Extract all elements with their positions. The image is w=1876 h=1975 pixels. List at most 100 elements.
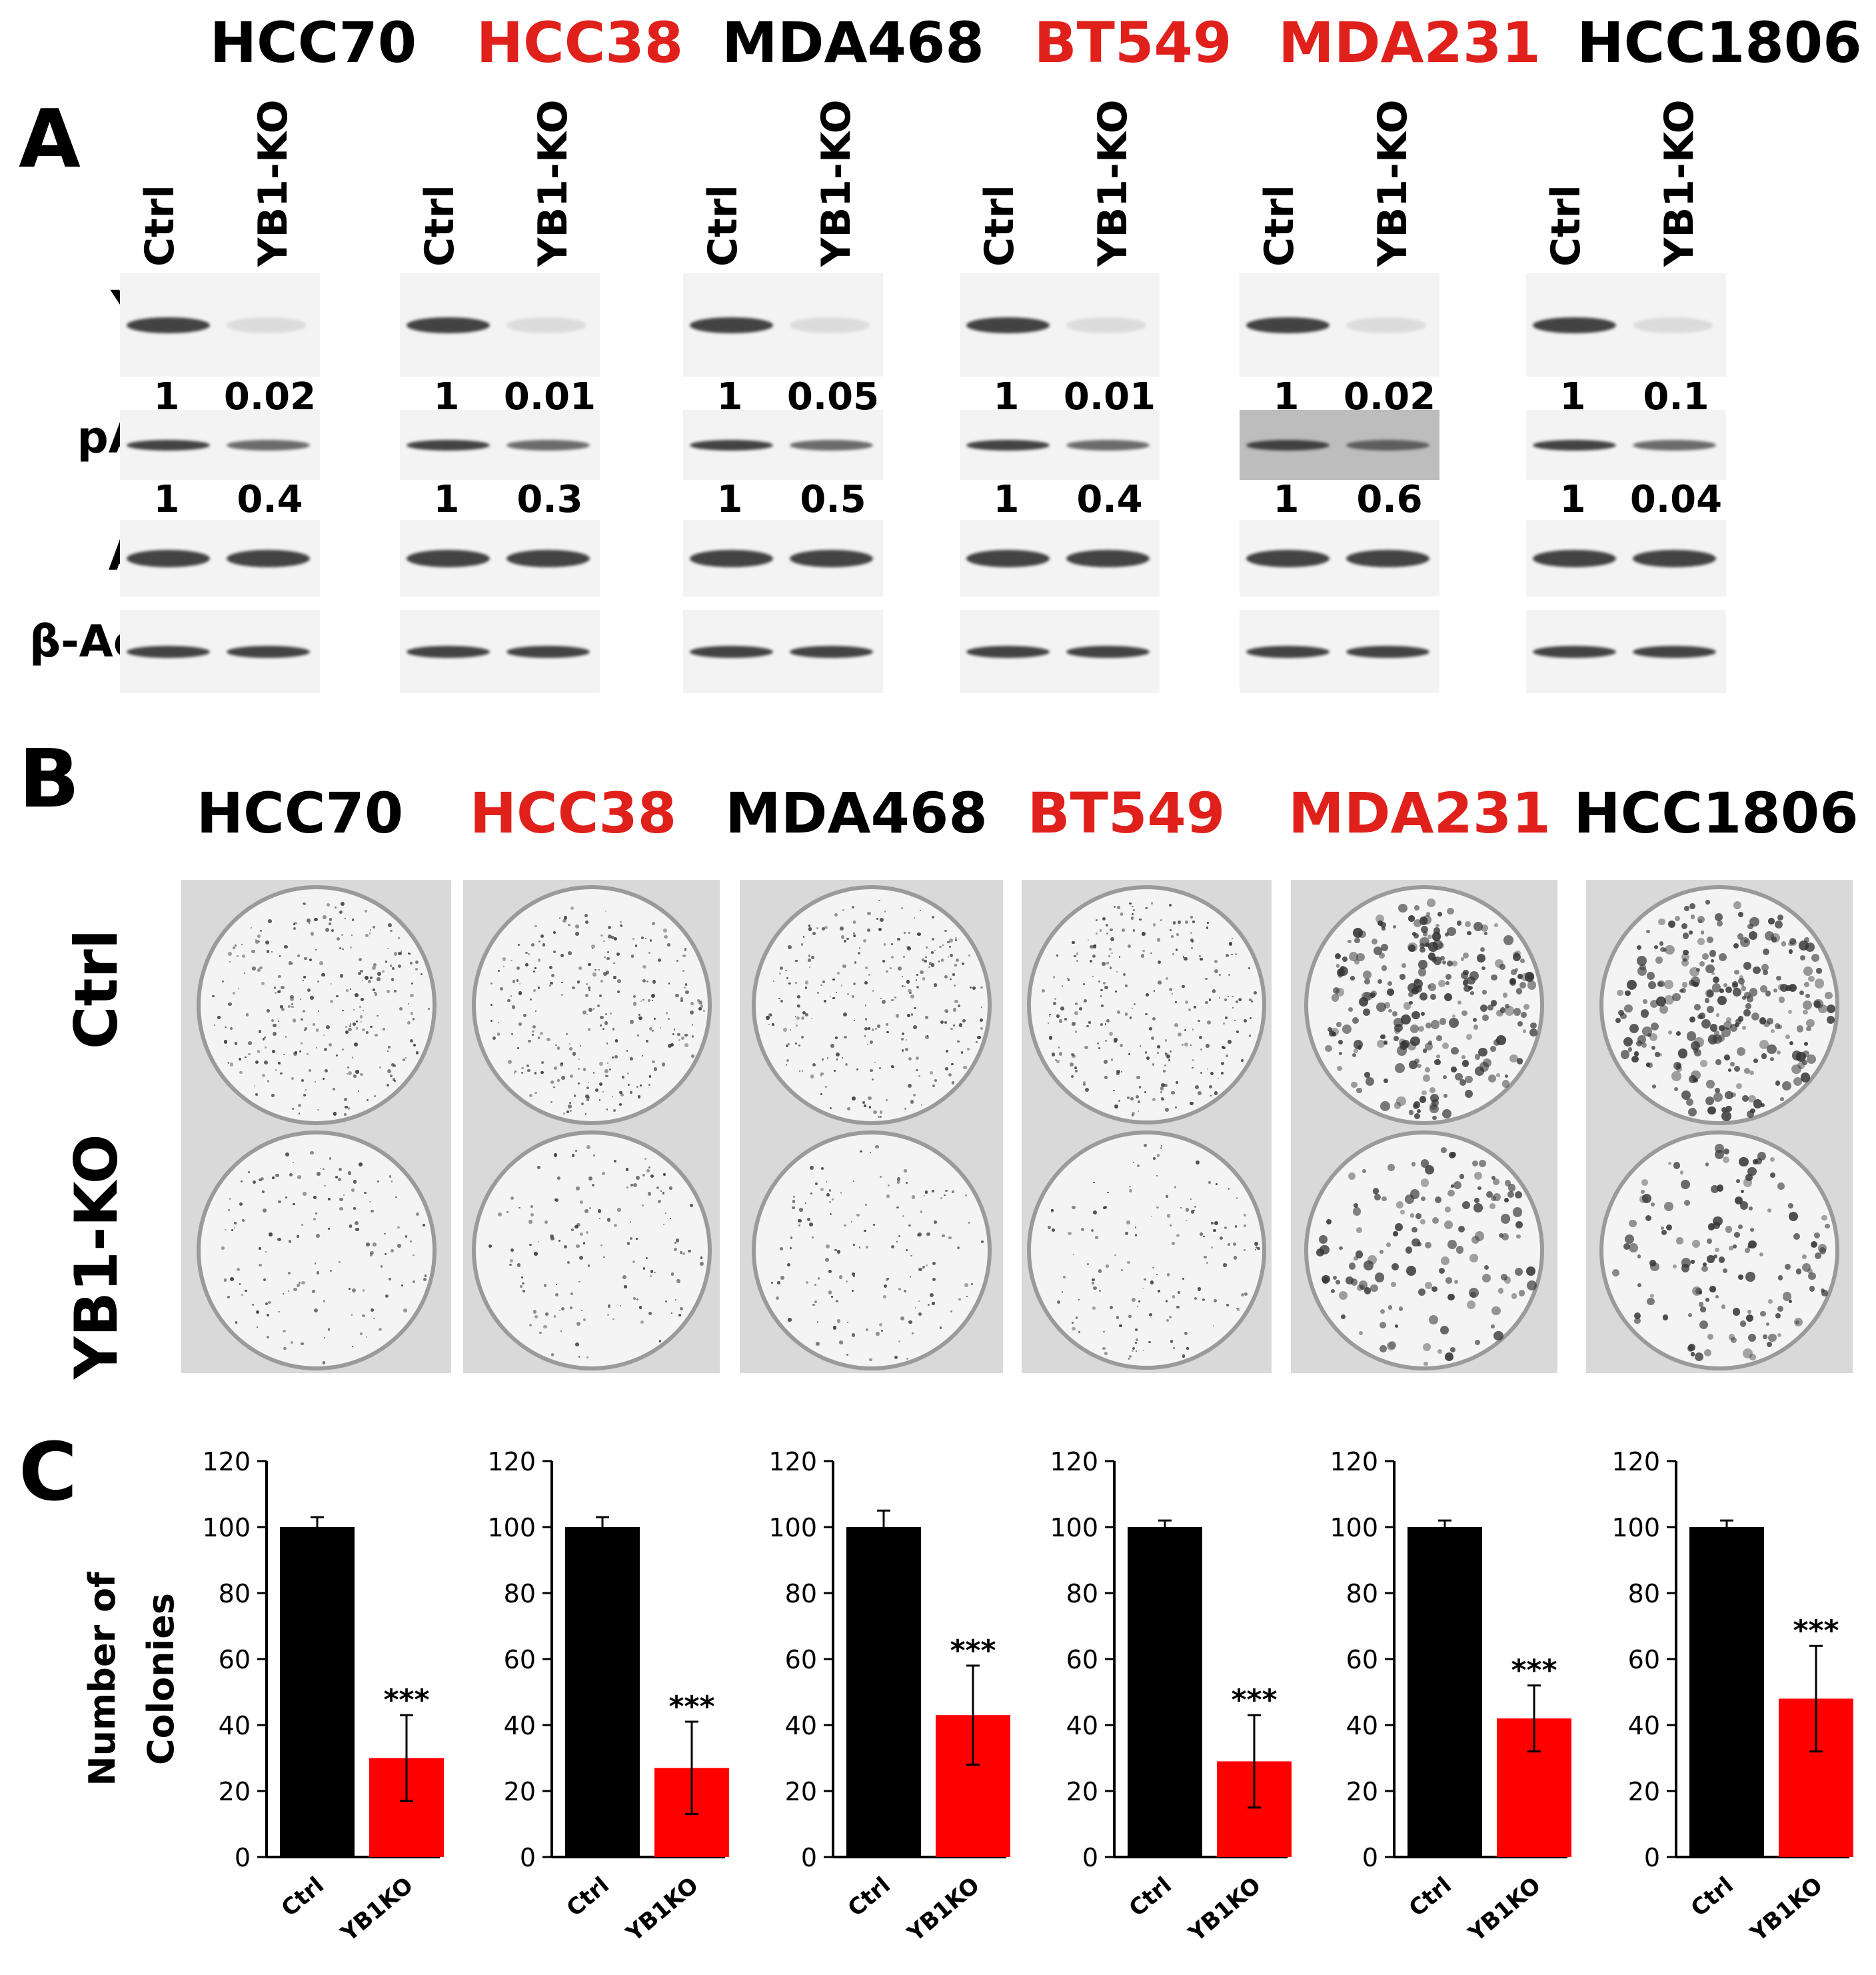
chart-significance-label: *** xyxy=(1231,1683,1277,1717)
blot-band xyxy=(1066,645,1150,658)
chart-bar-ctrl xyxy=(280,1527,355,1857)
blot-band xyxy=(790,439,873,451)
pakt-quant-value: 0.04 xyxy=(1629,478,1723,521)
blot-band xyxy=(1533,645,1616,658)
lane-label-ctrl: Ctrl xyxy=(1256,185,1303,267)
plate-yb1-ko xyxy=(471,1130,712,1370)
chart-bar-ctrl xyxy=(1128,1527,1202,1857)
plate-panel-mda468 xyxy=(740,880,1003,1373)
pakt-quant-value: 0.6 xyxy=(1356,478,1423,521)
blot-strip-akt xyxy=(960,520,1160,597)
chart-x-tick-label: Ctrl xyxy=(1686,1872,1739,1922)
chart-significance-label: *** xyxy=(1511,1654,1557,1688)
chart-y-tick-label: 120 xyxy=(1611,1447,1660,1476)
plate-ctrl xyxy=(751,885,992,1125)
chart-y-tick-label: 120 xyxy=(1330,1447,1378,1476)
blot-band xyxy=(127,645,210,658)
blot-band xyxy=(1246,439,1330,451)
blot-strip-pakt xyxy=(1526,410,1726,480)
blot-strip-pakt xyxy=(960,410,1160,480)
chart-y-tick-label: 60 xyxy=(1346,1645,1378,1674)
yb1-quant-value: 0.01 xyxy=(503,375,596,419)
blot-band xyxy=(1246,317,1330,333)
chart-y-tick-label: 40 xyxy=(219,1711,251,1740)
blot-band xyxy=(407,645,490,658)
chart-y-tick-label: 100 xyxy=(768,1513,817,1542)
cell-line-title-mda231: MDA231 xyxy=(1278,10,1541,75)
plate-ctrl xyxy=(471,885,712,1125)
plate-panel-bt549 xyxy=(1022,880,1272,1373)
chart-y-tick-label: 60 xyxy=(1628,1645,1660,1674)
chart-y-tick-label: 40 xyxy=(785,1711,817,1740)
chart-x-tick-label: YB1KO xyxy=(620,1872,703,1948)
blot-strip-yb1 xyxy=(400,273,600,377)
lane-label-ctrl: Ctrl xyxy=(1543,185,1589,267)
chart-bar-ctrl xyxy=(565,1527,640,1857)
blot-band xyxy=(966,439,1050,451)
panel-c-label: C xyxy=(19,1426,78,1519)
yb1-quant-value: 1 xyxy=(993,375,1020,419)
blot-band xyxy=(790,317,870,333)
chart-y-tick-label: 60 xyxy=(219,1645,251,1674)
chart-y-tick-label: 100 xyxy=(487,1513,536,1542)
lane-label-ctrl: Ctrl xyxy=(137,185,183,267)
chart-x-tick-label: YB1KO xyxy=(335,1872,418,1948)
plate-panel-hcc1806 xyxy=(1586,880,1853,1373)
lane-label-ctrl: Ctrl xyxy=(976,185,1023,267)
cell-line-title-mda468: MDA468 xyxy=(722,10,984,75)
cell-line-title-hcc1806: HCC1806 xyxy=(1577,10,1862,75)
blot-band xyxy=(1066,439,1150,451)
plate-cell-line-title-bt549: BT549 xyxy=(1027,781,1226,846)
chart-y-tick-label: 0 xyxy=(1082,1843,1098,1872)
blot-band xyxy=(127,549,210,567)
plate-row-label-yb1-ko: YB1-KO xyxy=(62,1134,131,1379)
lane-label-yb1-ko: YB1-KO xyxy=(250,99,297,267)
panel-a-label: A xyxy=(19,93,81,186)
blot-band xyxy=(966,645,1050,658)
chart-y-tick-label: 0 xyxy=(1362,1843,1378,1872)
plate-panel-hcc70 xyxy=(181,880,451,1373)
blot-band xyxy=(227,317,307,333)
chart-y-tick-label: 120 xyxy=(768,1447,817,1476)
chart-y-tick-label: 100 xyxy=(1330,1513,1378,1542)
chart-y-tick-label: 20 xyxy=(1628,1777,1660,1806)
blot-band xyxy=(1346,317,1426,333)
chart-y-tick-label: 20 xyxy=(1346,1777,1378,1806)
plate-panel-mda231 xyxy=(1291,880,1557,1373)
lane-label-ctrl: Ctrl xyxy=(417,185,463,267)
pakt-quant-value: 1 xyxy=(433,478,460,521)
blot-band xyxy=(790,549,873,567)
pakt-quant-value: 1 xyxy=(993,478,1020,521)
blot-band xyxy=(506,439,590,451)
chart-y-tick-label: 80 xyxy=(1346,1579,1378,1608)
chart-x-tick-label: Ctrl xyxy=(1124,1872,1177,1922)
chart-y-tick-label: 80 xyxy=(785,1579,817,1608)
colony-count-charts: 0 20 40 60 80 100 120 Ctrl *** YB1KO Number of Colo… xyxy=(81,1447,1853,1948)
chart-y-tick-label: 80 xyxy=(219,1579,251,1608)
blot-band xyxy=(1533,549,1616,567)
chart-y-tick-label: 40 xyxy=(1628,1711,1660,1740)
blot-band xyxy=(1633,645,1716,658)
panel-b-label: B xyxy=(19,733,80,826)
plate-cell-line-title-hcc1806: HCC1806 xyxy=(1573,781,1859,846)
yb1-quant-value: 0.01 xyxy=(1063,375,1156,419)
pakt-quant-value: 1 xyxy=(1559,478,1586,521)
yb1-quant-value: 1 xyxy=(716,375,743,419)
plate-yb1-ko xyxy=(1599,1130,1839,1370)
blot-strip-actin xyxy=(960,610,1160,693)
chart-y-tick-label: 120 xyxy=(202,1447,251,1476)
chart-significance-label: *** xyxy=(1793,1614,1839,1648)
plate-ctrl xyxy=(1599,885,1839,1125)
blot-strip-actin xyxy=(683,610,883,693)
chart-y-tick-label: 20 xyxy=(1066,1777,1098,1806)
yb1-quant-value: 0.02 xyxy=(223,375,317,419)
plate-cell-line-title-hcc38: HCC38 xyxy=(469,781,677,846)
chart-y-tick-label: 40 xyxy=(1346,1711,1378,1740)
blot-band xyxy=(407,317,490,333)
blot-band xyxy=(506,549,590,567)
chart-y-tick-label: 0 xyxy=(520,1843,536,1872)
plate-cell-line-title-hcc70: HCC70 xyxy=(196,781,404,846)
blot-strip-yb1 xyxy=(1240,273,1439,377)
yb1-quant-value: 1 xyxy=(1273,375,1300,419)
